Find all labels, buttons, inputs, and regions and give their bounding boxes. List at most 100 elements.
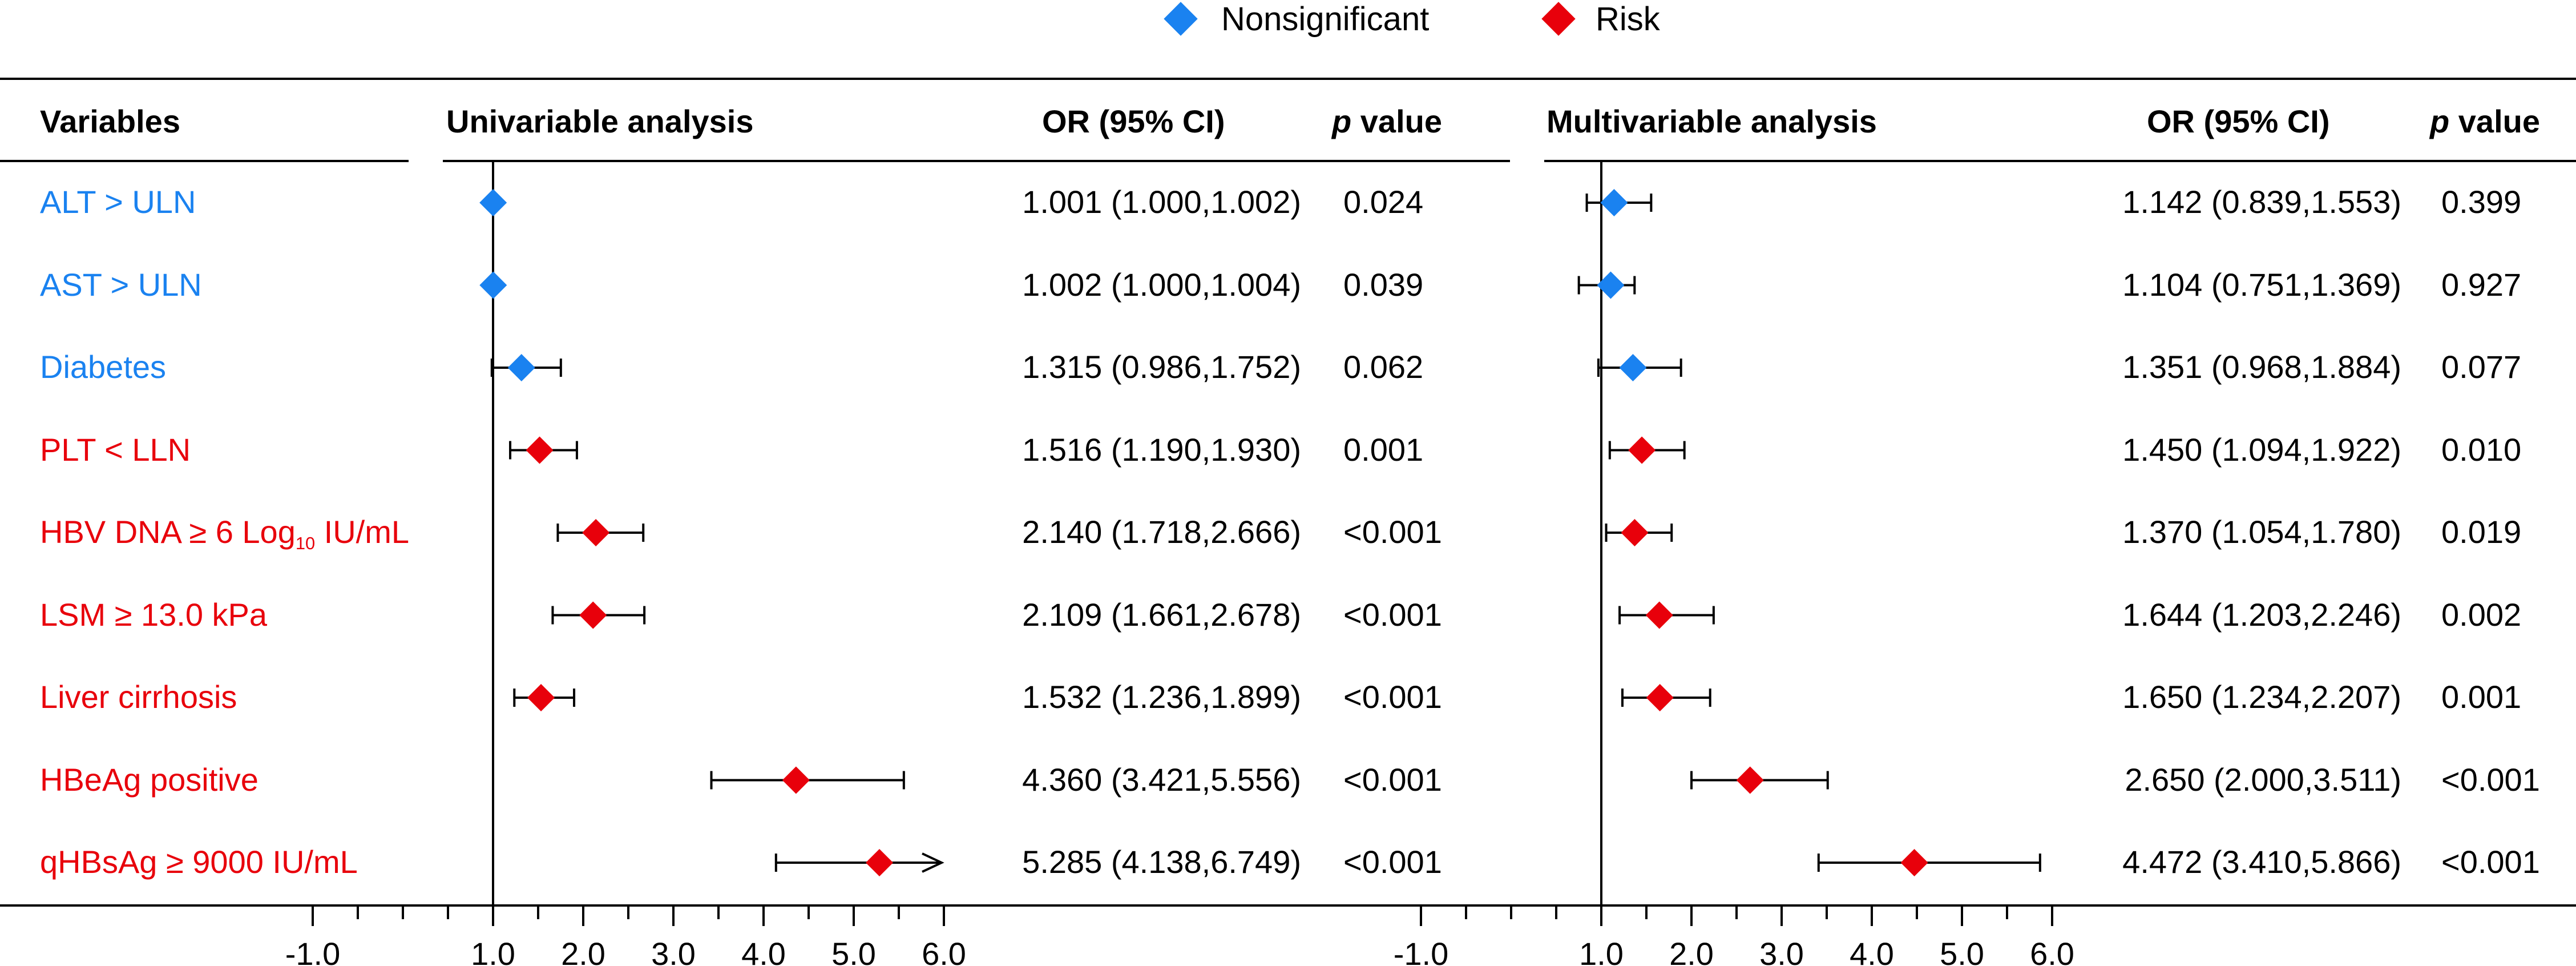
uni-point-marker xyxy=(479,271,507,299)
variable-label-main: LSM ≥ 13.0 kPa xyxy=(40,596,268,633)
uni-p-value: 0.039 xyxy=(1343,266,1424,303)
uni-or-ci: 2.140 (1.718,2.666) xyxy=(1022,514,1301,550)
multi-or-ci: 1.351 (0.968,1.884) xyxy=(2122,349,2401,385)
variable-label: AST > ULN xyxy=(40,266,202,303)
multi-point-marker xyxy=(1628,436,1656,464)
uni-tick-label: 3.0 xyxy=(651,936,696,966)
variable-label-main: qHBsAg ≥ 9000 IU/mL xyxy=(40,844,358,880)
uni-or-ci: 1.002 (1.000,1.004) xyxy=(1022,266,1301,303)
multi-or-ci: 2.650 (2.000,3.511) xyxy=(2125,761,2401,798)
variable-label: LSM ≥ 13.0 kPa xyxy=(40,596,267,633)
multi-or-ci: 1.370 (1.054,1.780) xyxy=(2122,514,2401,550)
multi-point-marker xyxy=(1597,271,1625,299)
uni-p-value: <0.001 xyxy=(1343,844,1442,880)
multi-tick-label: 1.0 xyxy=(1579,936,1624,966)
header-multi-p: p value xyxy=(2430,103,2540,140)
uni-or-ci: 1.532 (1.236,1.899) xyxy=(1022,679,1301,715)
variable-label-main: HBV DNA ≥ 6 Log xyxy=(40,514,296,550)
variable-label-main: Liver cirrhosis xyxy=(40,679,237,715)
legend-risk-label: Risk xyxy=(1596,1,1660,38)
multi-point-marker xyxy=(1736,766,1764,794)
multi-or-ci: 4.472 (3.410,5.866) xyxy=(2122,844,2401,880)
uni-p-value: <0.001 xyxy=(1343,596,1442,633)
variable-label: Liver cirrhosis xyxy=(40,678,237,715)
uni-point-marker xyxy=(582,519,610,546)
header-uni-p-rest: value xyxy=(1351,103,1442,139)
multi-or-ci: 1.644 (1.203,2.246) xyxy=(2122,596,2401,633)
multi-point-marker xyxy=(1621,519,1649,546)
multi-p-value: 0.002 xyxy=(2441,596,2522,633)
uni-p-value: 0.001 xyxy=(1343,431,1424,468)
uni-or-ci: 2.109 (1.661,2.678) xyxy=(1022,596,1301,633)
variable-label: qHBsAg ≥ 9000 IU/mL xyxy=(40,843,358,880)
uni-or-ci: 5.285 (4.138,6.749) xyxy=(1022,844,1301,880)
uni-tick-label: 2.0 xyxy=(561,936,605,966)
variable-label: HBeAg positive xyxy=(40,761,259,798)
variable-label-main: PLT < LLN xyxy=(40,431,191,468)
uni-tick-label: -1.0 xyxy=(285,936,341,966)
variable-label-main: Diabetes xyxy=(40,349,167,385)
uni-tick-label: 1.0 xyxy=(471,936,515,966)
multi-p-value: 0.001 xyxy=(2441,679,2522,715)
multi-p-value: 0.077 xyxy=(2441,349,2522,385)
multi-point-marker xyxy=(1619,354,1647,381)
uni-point-marker xyxy=(507,354,535,381)
variable-label-main: AST > ULN xyxy=(40,266,202,303)
uni-point-marker xyxy=(866,849,894,876)
multi-or-ci: 1.104 (0.751,1.369) xyxy=(2122,266,2401,303)
multi-or-ci: 1.650 (1.234,2.207) xyxy=(2122,679,2401,715)
multi-p-value: 0.019 xyxy=(2441,514,2522,550)
multi-point-marker xyxy=(1646,684,1674,711)
multi-tick-label: 5.0 xyxy=(1940,936,1984,966)
header-variables: Variables xyxy=(40,103,180,139)
multi-point-marker xyxy=(1600,189,1628,216)
legend-nonsignificant-label: Nonsignificant xyxy=(1221,1,1430,38)
multi-p-value: <0.001 xyxy=(2441,844,2540,880)
multi-point-marker xyxy=(1900,849,1928,876)
header-uni-p: p value xyxy=(1332,103,1442,140)
header-rule-multivariable xyxy=(1544,160,2576,162)
header-uni-p-italic: p xyxy=(1332,103,1352,139)
uni-p-value: 0.024 xyxy=(1343,184,1424,220)
variable-label-main: ALT > ULN xyxy=(40,184,196,220)
uni-point-marker xyxy=(527,684,555,711)
variable-label: Diabetes xyxy=(40,348,166,385)
uni-p-value: <0.001 xyxy=(1343,761,1442,798)
header-uni-or: OR (95% CI) xyxy=(1042,103,1225,139)
variable-label: PLT < LLN xyxy=(40,431,191,468)
variable-label: HBV DNA ≥ 6 Log10 IU/mL xyxy=(40,513,409,554)
header-multi-p-rest: value xyxy=(2449,103,2540,139)
uni-tick-label: 4.0 xyxy=(741,936,786,966)
variable-label-tail: IU/mL xyxy=(315,514,410,550)
header-multi-or: OR (95% CI) xyxy=(2147,103,2330,139)
variable-label: ALT > ULN xyxy=(40,183,196,220)
multi-p-value: <0.001 xyxy=(2441,761,2540,798)
uni-tick-label: 6.0 xyxy=(922,936,966,966)
multi-tick-label: -1.0 xyxy=(1394,936,1449,966)
multi-point-marker xyxy=(1645,601,1673,629)
uni-p-value: 0.062 xyxy=(1343,349,1424,385)
multi-tick-label: 6.0 xyxy=(2030,936,2074,966)
uni-point-marker xyxy=(526,436,554,464)
uni-tick-label: 5.0 xyxy=(831,936,876,966)
uni-or-ci: 1.001 (1.000,1.002) xyxy=(1022,184,1301,220)
uni-point-marker xyxy=(479,189,507,216)
uni-or-ci: 4.360 (3.421,5.556) xyxy=(1022,761,1301,798)
header-multi-p-italic: p xyxy=(2430,103,2450,139)
multi-p-value: 0.010 xyxy=(2441,431,2522,468)
multi-tick-label: 4.0 xyxy=(1850,936,1894,966)
uni-p-value: <0.001 xyxy=(1343,514,1442,550)
header-multivariable: Multivariable analysis xyxy=(1547,103,1877,139)
uni-p-value: <0.001 xyxy=(1343,679,1442,715)
uni-or-ci: 1.516 (1.190,1.930) xyxy=(1022,431,1301,468)
variable-label-subscript: 10 xyxy=(295,533,316,553)
multi-p-value: 0.927 xyxy=(2441,266,2522,303)
header-univariable: Univariable analysis xyxy=(446,103,754,139)
uni-point-marker xyxy=(579,601,607,629)
multi-or-ci: 1.142 (0.839,1.553) xyxy=(2122,184,2401,220)
header-rule-univariable xyxy=(443,160,1510,162)
multi-p-value: 0.399 xyxy=(2441,184,2522,220)
multi-or-ci: 1.450 (1.094,1.922) xyxy=(2122,431,2401,468)
uni-or-ci: 1.315 (0.986,1.752) xyxy=(1022,349,1301,385)
